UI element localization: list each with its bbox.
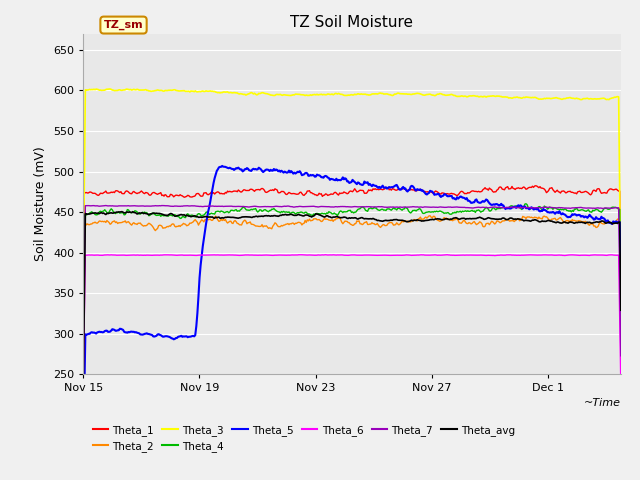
Theta_3 <box>339 92 347 97</box>
Theta_7 <box>339 204 347 209</box>
Theta_avg <box>339 215 347 220</box>
Theta_4 <box>399 206 407 212</box>
Theta_3 <box>605 97 612 103</box>
Theta_2 <box>79 336 87 342</box>
Theta_4 <box>338 209 346 215</box>
Legend: Theta_1, Theta_2, Theta_3, Theta_4, Theta_5, Theta_6, Theta_7, Theta_avg: Theta_1, Theta_2, Theta_3, Theta_4, Thet… <box>88 420 520 456</box>
Theta_1 <box>617 317 625 323</box>
Line: Theta_avg: Theta_avg <box>83 212 621 396</box>
Theta_2 <box>521 215 529 220</box>
Theta_4 <box>335 211 342 216</box>
Theta_avg <box>605 219 612 225</box>
Line: Theta_6: Theta_6 <box>83 255 621 384</box>
Theta_2 <box>338 219 346 225</box>
Theta_avg <box>401 218 408 224</box>
Theta_1 <box>399 185 407 191</box>
Line: Theta_4: Theta_4 <box>83 204 621 335</box>
Theta_6 <box>521 252 529 258</box>
Theta_7 <box>84 203 92 208</box>
Y-axis label: Soil Moisture (mV): Soil Moisture (mV) <box>35 146 47 262</box>
Theta_7 <box>605 205 612 211</box>
Theta_6 <box>399 252 407 258</box>
Theta_5 <box>336 177 344 183</box>
Theta_2 <box>399 219 407 225</box>
Theta_5 <box>401 186 408 192</box>
Theta_avg <box>79 393 87 398</box>
Theta_3 <box>521 95 529 100</box>
Theta_4 <box>605 206 612 212</box>
Theta_4 <box>79 332 87 338</box>
Theta_avg <box>521 217 529 223</box>
Theta_5 <box>79 453 87 459</box>
Theta_avg <box>118 209 126 215</box>
Theta_7 <box>521 204 529 210</box>
Theta_3 <box>336 91 344 97</box>
Theta_3 <box>401 91 408 97</box>
Line: Theta_3: Theta_3 <box>83 89 621 289</box>
Theta_avg <box>336 215 344 220</box>
Theta_2 <box>605 219 612 225</box>
Theta_6 <box>605 252 612 258</box>
Theta_7 <box>617 353 625 359</box>
Theta_5 <box>371 183 379 189</box>
Theta_7 <box>336 204 344 210</box>
Theta_6 <box>338 252 346 258</box>
Theta_avg <box>371 216 379 222</box>
Theta_1 <box>532 183 540 189</box>
Theta_avg <box>617 307 625 313</box>
Theta_1 <box>605 187 612 192</box>
Text: TZ_sm: TZ_sm <box>104 20 143 30</box>
Text: ~Time: ~Time <box>584 398 621 408</box>
Theta_6 <box>371 252 378 258</box>
Theta_2 <box>426 213 434 218</box>
Title: TZ Soil Moisture: TZ Soil Moisture <box>291 15 413 30</box>
Line: Theta_2: Theta_2 <box>83 216 621 339</box>
Theta_3 <box>106 86 114 92</box>
Theta_3 <box>617 287 625 292</box>
Line: Theta_7: Theta_7 <box>83 205 621 356</box>
Theta_5 <box>617 308 625 313</box>
Line: Theta_5: Theta_5 <box>83 166 621 456</box>
Theta_2 <box>335 215 342 221</box>
Theta_3 <box>79 282 87 288</box>
Theta_7 <box>401 204 408 210</box>
Theta_5 <box>218 163 226 169</box>
Theta_1 <box>79 319 87 324</box>
Theta_2 <box>371 221 378 227</box>
Theta_1 <box>338 190 346 196</box>
Theta_6 <box>79 381 87 387</box>
Theta_5 <box>605 220 612 226</box>
Theta_5 <box>339 175 347 180</box>
Theta_4 <box>522 201 530 206</box>
Theta_3 <box>371 91 379 96</box>
Line: Theta_1: Theta_1 <box>83 186 621 322</box>
Theta_5 <box>521 204 529 209</box>
Theta_4 <box>520 204 527 209</box>
Theta_1 <box>335 192 342 198</box>
Theta_2 <box>617 336 625 342</box>
Theta_1 <box>371 187 378 192</box>
Theta_6 <box>335 252 342 258</box>
Theta_7 <box>79 352 87 358</box>
Theta_6 <box>617 381 625 387</box>
Theta_6 <box>444 252 451 258</box>
Theta_7 <box>371 204 379 210</box>
Theta_4 <box>371 204 378 210</box>
Theta_1 <box>520 184 527 190</box>
Theta_4 <box>617 329 625 335</box>
